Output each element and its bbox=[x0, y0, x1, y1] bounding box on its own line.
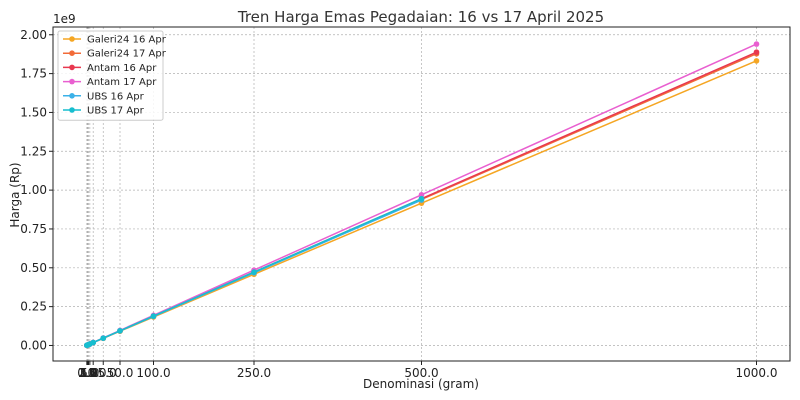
y-axis-title: Harga (Rp) bbox=[8, 162, 22, 227]
x-tick-label-3: 3.0 bbox=[79, 366, 98, 380]
legend-label-0: Galeri24 16 Apr bbox=[87, 35, 167, 46]
x-tick-label-7: 50.0 bbox=[107, 366, 134, 380]
legend-label-1: Galeri24 17 Apr bbox=[87, 49, 167, 60]
legend-marker-3 bbox=[69, 78, 75, 85]
y-tick-label-7: 1.75 bbox=[20, 67, 47, 81]
x-tick-label-5: 10.0 bbox=[80, 366, 107, 380]
x-tick-label-6: 25.0 bbox=[90, 366, 117, 380]
y-tick-label-3: 0.75 bbox=[20, 222, 47, 236]
x-tick-label-11: 1000.0 bbox=[736, 366, 778, 380]
series-5 bbox=[84, 195, 425, 349]
legend-marker-5 bbox=[69, 107, 75, 113]
series-2-point-11 bbox=[753, 49, 760, 55]
y-tick-label-0: 0.00 bbox=[20, 338, 47, 352]
x-tick-label-9: 250.0 bbox=[237, 366, 271, 380]
legend-marker-4 bbox=[69, 93, 75, 99]
series-3-point-11 bbox=[753, 41, 760, 47]
series-5-point-7 bbox=[117, 327, 123, 334]
y-tick-label-2: 0.50 bbox=[20, 261, 47, 275]
legend-marker-1 bbox=[69, 50, 75, 56]
series-5-point-5 bbox=[90, 339, 96, 346]
legend-label-2: Antam 16 Apr bbox=[87, 63, 157, 74]
legend-label-5: UBS 17 Apr bbox=[87, 106, 145, 117]
x-tick-label-1: 1.0 bbox=[78, 366, 97, 380]
y-tick-label-8: 2.00 bbox=[20, 28, 47, 42]
x-axis-title: Denominasi (gram) bbox=[363, 377, 479, 391]
x-tick-label-8: 100.0 bbox=[136, 366, 170, 380]
y-tick-label-6: 1.50 bbox=[20, 105, 47, 119]
series-5-point-6 bbox=[100, 335, 107, 341]
axes: 0.51.02.03.05.010.025.050.0 100.0 250.0 500… bbox=[20, 26, 791, 380]
series-group bbox=[84, 41, 760, 349]
series-5-point-9 bbox=[251, 269, 257, 275]
y-scale-note: 1e9 bbox=[53, 12, 76, 26]
x-tick-label-0: 0.5 bbox=[77, 366, 96, 380]
legend: Galeri24 16 Apr Galeri24 17 Apr Antam 16 A… bbox=[57, 30, 167, 121]
series-5-point-8 bbox=[150, 313, 157, 319]
legend-marker-0 bbox=[69, 36, 75, 42]
y-tick-label-4: 1.00 bbox=[20, 183, 47, 197]
legend-box bbox=[57, 30, 164, 121]
x-tick-label-2: 2.0 bbox=[78, 366, 97, 380]
y-tick-label-1: 0.25 bbox=[20, 300, 47, 314]
grid bbox=[53, 27, 790, 361]
legend-label-4: UBS 16 Apr bbox=[87, 91, 145, 102]
series-0-point-11 bbox=[753, 58, 760, 64]
x-tick-label-10: 500.0 bbox=[404, 366, 438, 380]
legend-marker-2 bbox=[69, 64, 75, 71]
series-3-point-10 bbox=[418, 191, 425, 198]
y-tick-label-5: 1.25 bbox=[20, 144, 47, 158]
series-5-point-10 bbox=[418, 195, 425, 202]
x-tick-label-4: 5.0 bbox=[80, 366, 99, 380]
chart-title: Tren Harga Emas Pegadaian: 16 vs 17 Apri… bbox=[237, 8, 604, 26]
legend-label-3: Antam 17 Apr bbox=[87, 77, 157, 88]
